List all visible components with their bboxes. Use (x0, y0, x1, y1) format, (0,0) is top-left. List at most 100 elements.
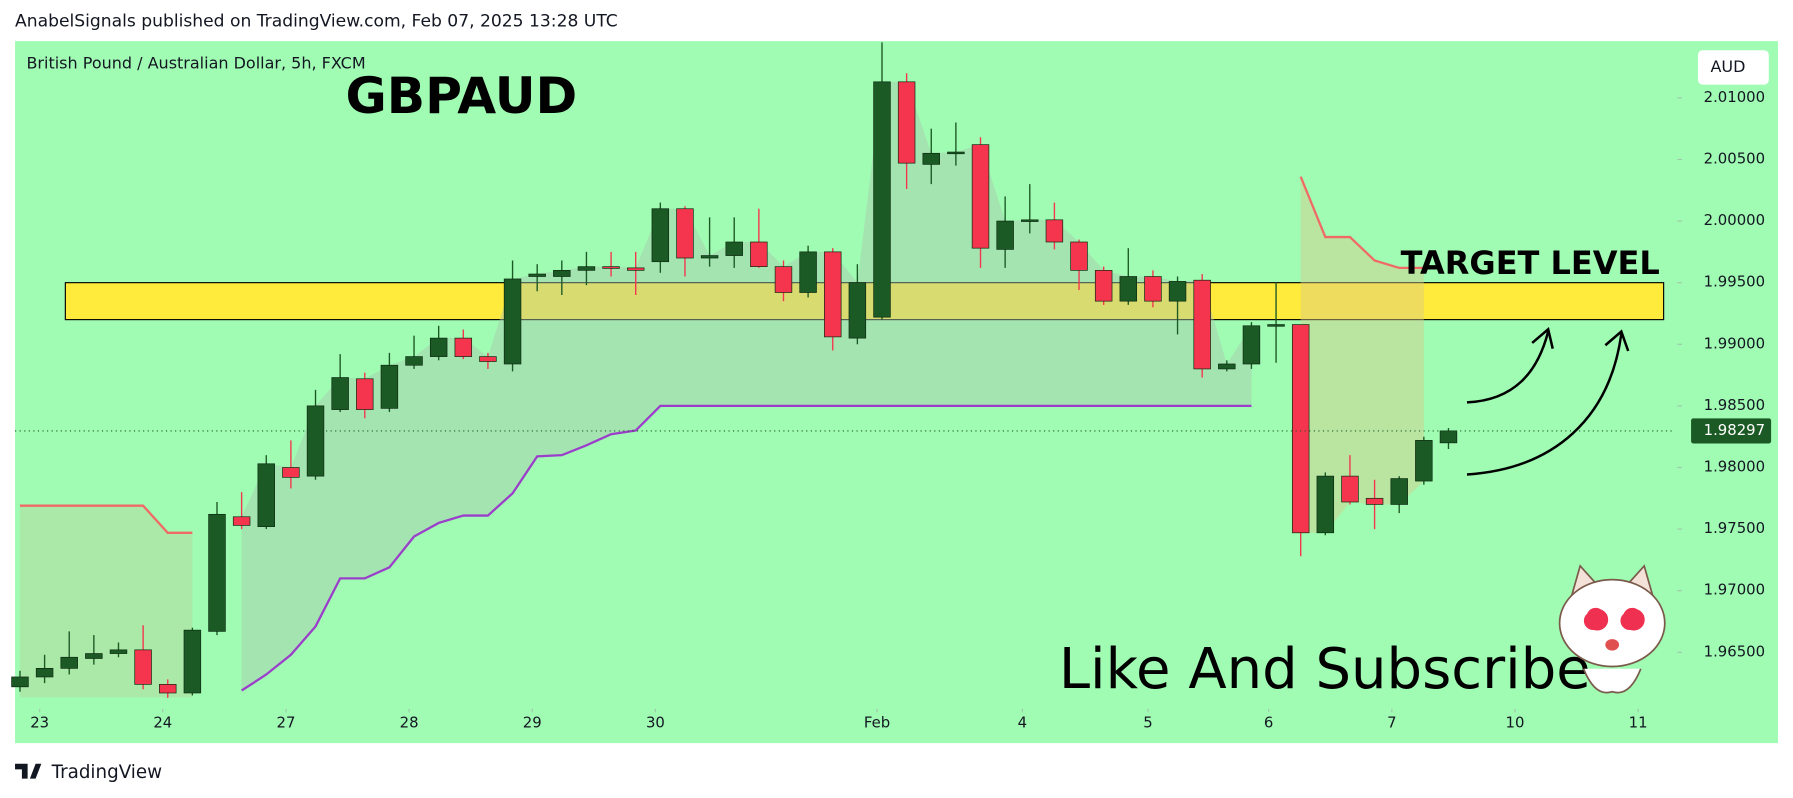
candle-body (553, 270, 571, 277)
candle-body (700, 255, 719, 259)
candle-body (134, 649, 152, 685)
candle-body (109, 649, 128, 654)
candle-body (479, 356, 497, 362)
header: AnabelSignals published on TradingView.c… (15, 12, 618, 32)
y-tick-label: 1.98000 (1704, 457, 1765, 475)
y-tick-label: 1.96500 (1704, 642, 1765, 660)
candle-body (528, 273, 546, 277)
subtitle: British Pound / Australian Dollar, 5h, F… (26, 54, 365, 73)
x-tick-label: 23 (30, 714, 49, 732)
candle-body (824, 251, 842, 338)
candle-body (1168, 281, 1187, 302)
logo-mark (15, 763, 42, 779)
plot-area (15, 41, 1778, 744)
x-tick-label: 10 (1506, 714, 1525, 732)
logo: TradingView (15, 762, 162, 783)
arrows (1466, 326, 1630, 476)
cloud (1300, 176, 1424, 533)
cat-face (1558, 578, 1666, 668)
candle-body (947, 151, 965, 155)
candle-body (774, 266, 793, 293)
candle-body (922, 152, 940, 165)
cat-mouth (1605, 639, 1620, 651)
candle-body (750, 241, 768, 267)
candle-body (602, 266, 620, 269)
candle-body (873, 81, 891, 318)
candle-body (503, 278, 522, 365)
candle-body (159, 684, 177, 694)
candle-body (1193, 279, 1211, 370)
candle-body (356, 378, 374, 410)
candle-body (1390, 478, 1408, 505)
candle-body (626, 267, 645, 271)
y-tick-label: 1.97500 (1704, 519, 1765, 537)
candle-body (1439, 430, 1458, 444)
cat-eye (1620, 607, 1645, 631)
currency: AUD (1711, 57, 1746, 76)
footer: TradingView (51, 762, 163, 783)
annotation: Like And Subscribe (1059, 637, 1591, 702)
x-tick-label: 27 (277, 714, 296, 732)
candle-body (306, 405, 325, 477)
candle-body (257, 463, 275, 527)
candle-body (1242, 325, 1261, 365)
candle-body (1094, 270, 1113, 302)
annotation: TARGET LEVEL (1401, 244, 1660, 282)
candle-body (725, 241, 743, 256)
candle-body (35, 667, 54, 678)
plot-layer: 1.96500 1.97000 1.97500 1.98000 1.98500 1.990… (11, 42, 1772, 732)
cloud (19, 505, 193, 698)
candle-body (1291, 324, 1310, 534)
candle-body (676, 208, 694, 259)
x-tick-label: 28 (400, 714, 419, 732)
chart-title: GBPAUD (345, 66, 577, 125)
candle-body (85, 653, 103, 659)
arrow (1466, 331, 1550, 404)
arrow-head (1531, 326, 1554, 349)
x-tick-label: 6 (1264, 714, 1273, 732)
y-tick-label: 2.00000 (1704, 211, 1765, 229)
candle-body (454, 337, 473, 357)
candle-body (799, 251, 817, 293)
candle-body (232, 516, 251, 526)
candle-body (183, 629, 202, 694)
candle-body (1316, 475, 1335, 534)
candle-body (577, 266, 596, 271)
candle-body (1070, 241, 1088, 271)
candle-body (1415, 440, 1433, 482)
candle-body (1119, 276, 1138, 302)
y-tick-label: 1.97000 (1704, 581, 1765, 599)
candle-body (848, 282, 867, 339)
x-tick-label: Feb (864, 714, 890, 732)
candle-body (1267, 324, 1285, 327)
candle-body (60, 656, 78, 669)
candle-body (11, 676, 29, 688)
indicator-line (19, 504, 193, 534)
last-price-label: 1.98297 (1704, 421, 1765, 439)
candle-body (971, 144, 990, 249)
x-tick-label: 11 (1629, 714, 1648, 732)
currency-box (1697, 50, 1769, 85)
candle-body (1045, 219, 1064, 243)
candle-body (282, 467, 300, 478)
y-tick-label: 1.99000 (1704, 334, 1765, 352)
x-tick-label: 5 (1143, 714, 1152, 732)
candle-body (651, 208, 670, 263)
y-tick-label: 2.00500 (1704, 149, 1765, 167)
last-price-box (1691, 418, 1772, 444)
indicator-line (1299, 176, 1424, 270)
y-tick-label: 1.98500 (1704, 396, 1765, 414)
indicator-line (241, 404, 1252, 692)
y-tick-label: 1.99500 (1704, 273, 1765, 291)
arrow (1466, 333, 1623, 476)
candle-body (1365, 497, 1384, 505)
x-tick-label: 29 (523, 714, 542, 732)
x-tick-label: 30 (646, 714, 665, 732)
candle-body (380, 364, 399, 409)
x-tick-label: 24 (153, 714, 172, 732)
candle-body (996, 220, 1014, 250)
candle-body (1144, 276, 1162, 302)
candle-body (1021, 219, 1039, 222)
